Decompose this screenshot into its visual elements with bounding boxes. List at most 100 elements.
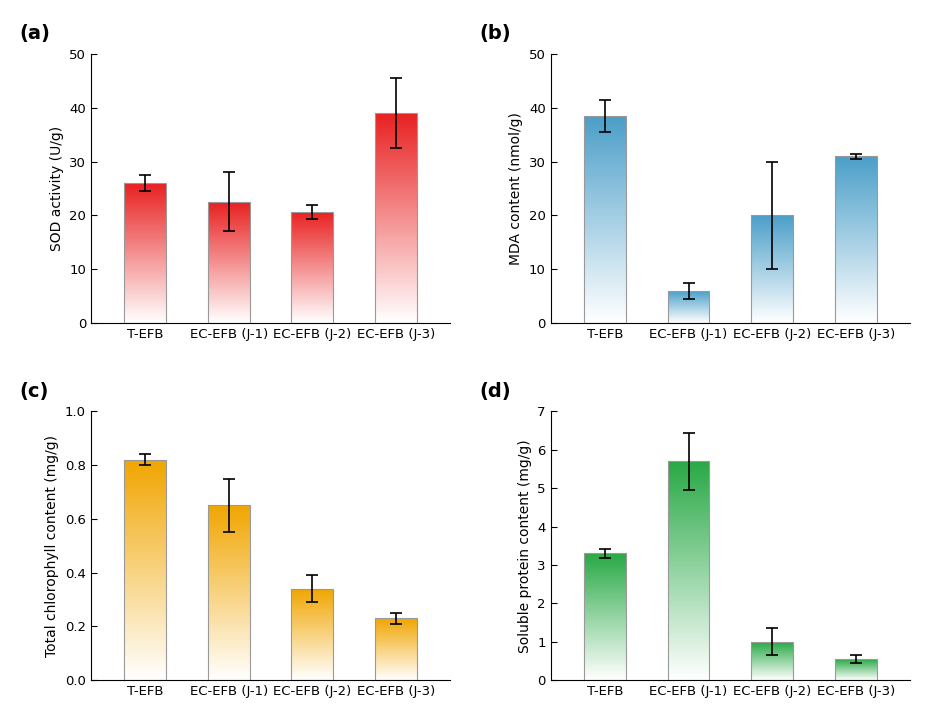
Bar — [668, 612, 710, 613]
Bar — [668, 660, 710, 661]
Bar — [124, 469, 166, 470]
Bar — [668, 568, 710, 569]
Bar — [124, 501, 166, 502]
Bar — [668, 555, 710, 556]
Bar — [668, 590, 710, 591]
Bar — [668, 617, 710, 618]
Bar — [124, 569, 166, 570]
Bar — [668, 603, 710, 604]
Bar — [668, 546, 710, 547]
Bar — [668, 513, 710, 514]
Bar — [668, 595, 710, 596]
Bar — [124, 599, 166, 600]
Bar — [124, 492, 166, 493]
Bar — [124, 638, 166, 639]
Bar — [124, 601, 166, 602]
Bar — [124, 586, 166, 587]
Bar — [668, 613, 710, 614]
Bar — [668, 553, 710, 554]
Bar — [124, 534, 166, 535]
Bar — [124, 594, 166, 595]
Bar — [668, 589, 710, 590]
Bar — [668, 545, 710, 546]
Y-axis label: MDA content (nmol/g): MDA content (nmol/g) — [510, 112, 524, 265]
Y-axis label: Soluble protein content (mg/g): Soluble protein content (mg/g) — [518, 439, 532, 653]
Bar — [124, 669, 166, 671]
Bar — [124, 476, 166, 477]
Bar — [124, 598, 166, 599]
Bar — [668, 592, 710, 593]
Bar — [124, 637, 166, 638]
Bar — [668, 492, 710, 493]
Bar — [124, 493, 166, 494]
Bar — [668, 615, 710, 616]
Bar — [124, 553, 166, 554]
Bar — [124, 593, 166, 594]
Bar — [124, 460, 166, 680]
Bar — [668, 678, 710, 679]
Bar — [124, 548, 166, 549]
Bar — [668, 527, 710, 528]
Bar — [668, 461, 710, 680]
Bar — [124, 558, 166, 559]
Bar — [668, 505, 710, 506]
Bar — [124, 508, 166, 509]
Bar — [124, 572, 166, 573]
Bar — [124, 615, 166, 616]
Bar — [124, 473, 166, 474]
Bar — [668, 291, 710, 322]
Bar — [124, 620, 166, 621]
Bar — [124, 556, 166, 557]
Bar — [124, 536, 166, 537]
Bar — [124, 486, 166, 487]
Bar — [668, 461, 710, 462]
Bar — [124, 600, 166, 601]
Bar — [124, 532, 166, 533]
Bar — [124, 627, 166, 628]
Bar — [668, 618, 710, 619]
Bar — [668, 670, 710, 671]
Bar — [668, 475, 710, 476]
Bar — [124, 529, 166, 531]
Bar — [668, 601, 710, 602]
Bar — [124, 585, 166, 586]
Bar — [668, 616, 710, 617]
Bar — [584, 554, 626, 680]
Bar — [124, 603, 166, 604]
Bar — [124, 677, 166, 678]
Bar — [668, 500, 710, 501]
Bar — [124, 648, 166, 649]
Bar — [124, 608, 166, 609]
Bar — [124, 474, 166, 475]
Bar — [124, 559, 166, 560]
Bar — [124, 521, 166, 522]
Bar — [668, 674, 710, 675]
Bar — [124, 602, 166, 603]
Bar — [668, 533, 710, 534]
Bar — [124, 479, 166, 480]
Bar — [124, 531, 166, 532]
Bar — [124, 590, 166, 591]
Bar — [668, 570, 710, 571]
Bar — [668, 564, 710, 565]
Bar — [668, 629, 710, 630]
Bar — [668, 487, 710, 488]
Bar — [124, 560, 166, 561]
Bar — [668, 598, 710, 599]
Text: (b): (b) — [479, 25, 511, 43]
Bar — [668, 622, 710, 623]
Bar — [668, 531, 710, 532]
Bar — [668, 534, 710, 535]
Bar — [668, 547, 710, 548]
Bar — [668, 521, 710, 522]
Bar — [124, 655, 166, 656]
Bar — [124, 512, 166, 513]
Bar — [668, 624, 710, 625]
Bar — [124, 583, 166, 584]
Bar — [668, 495, 710, 497]
Bar — [124, 660, 166, 661]
Bar — [668, 473, 710, 474]
Bar — [668, 619, 710, 620]
Bar — [124, 540, 166, 541]
Bar — [668, 565, 710, 566]
